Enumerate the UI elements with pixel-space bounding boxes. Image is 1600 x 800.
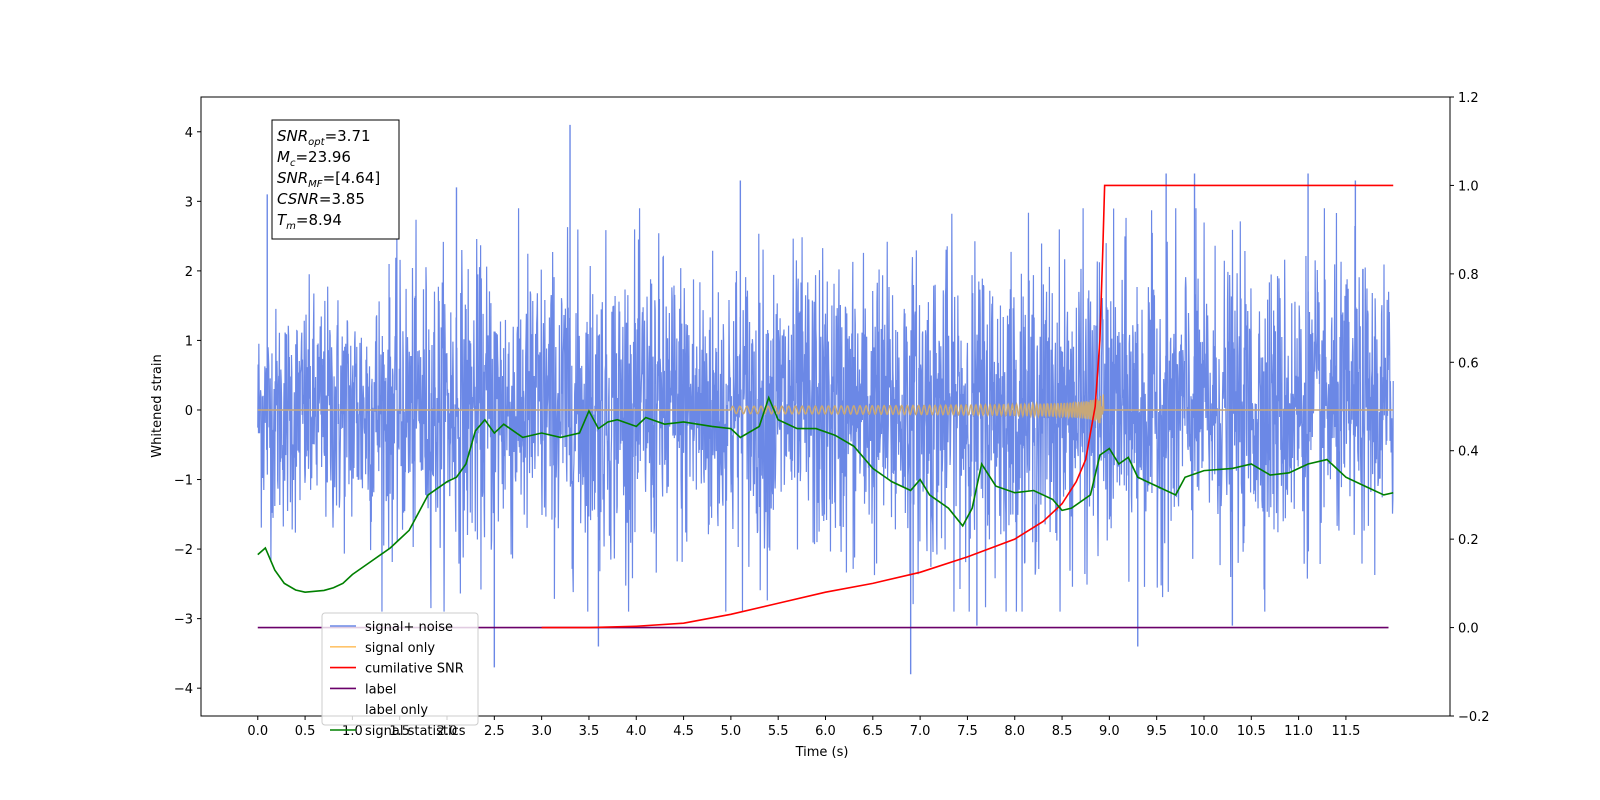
x-tick-label: 4.5 [673,724,694,739]
x-axis-ticks: 0.0 0.5 1.0 1.5 2.0 2.5 3.0 3.5 4.0 4.5 5.0 5.5 6.0 6… [247,716,1360,739]
left-y-tick-label: −2 [174,543,193,558]
noise-series [257,124,1394,675]
left-y-tick-label: −3 [174,613,193,628]
legend-entry-label: signal statistics [365,724,466,739]
right-y-tick-label: 0.8 [1458,268,1479,283]
x-tick-label: 8.5 [1052,724,1073,739]
left-y-tick-label: 4 [185,126,193,141]
x-tick-label: 7.0 [910,724,931,739]
x-tick-label: 10.5 [1237,724,1266,739]
left-y-tick-label: 1 [185,334,193,349]
left-y-tick-label: −1 [174,474,193,489]
right-y-tick-label: −0.2 [1458,710,1490,725]
right-y-tick-label: 1.0 [1458,179,1479,194]
x-tick-label: 1.0 [342,724,363,739]
legend-entry-label: signal only [365,641,435,656]
annotation-line: Mc=23.96 [277,148,351,169]
x-tick-label: 0.0 [247,724,268,739]
legend-entry-label: label [365,682,396,697]
y-axis-label: Whitened strain [150,354,165,457]
x-tick-label: 9.5 [1146,724,1167,739]
x-tick-label: 7.5 [957,724,978,739]
x-tick-label: 2.0 [437,724,458,739]
x-tick-label: 5.5 [768,724,789,739]
x-tick-label: 8.0 [1004,724,1025,739]
annotation-box: SNRopt=3.71Mc=23.96SNRMF=[4.64]CSNR=3.85… [271,119,400,240]
right-y-tick-label: 0.0 [1458,622,1479,637]
x-axis-label: Time (s) [795,745,849,760]
x-tick-label: 9.0 [1099,724,1120,739]
annotation-line: SNRopt=3.71 [277,127,371,148]
right-y-axis-ticks: 1.2 1.0 0.8 0.6 0.4 0.2 0.0 −0.2 [1450,91,1490,725]
x-tick-label: 6.5 [862,724,883,739]
x-tick-label: 6.0 [815,724,836,739]
signal-only-series [257,394,1394,424]
x-tick-label: 0.5 [295,724,316,739]
series-signal-statistics-line [257,395,1394,594]
left-y-tick-label: −4 [174,682,193,697]
right-y-tick-label: 0.2 [1458,533,1479,548]
x-tick-label: 2.5 [484,724,505,739]
annotation-line: CSNR=3.85 [277,190,365,208]
legend-entry-label: cumilative SNR [365,662,464,677]
legend-entry-label: signal+ noise [365,620,453,635]
annotation-line: Tm=8.94 [277,211,342,232]
x-tick-label: 3.0 [531,724,552,739]
x-tick-label: 3.5 [579,724,600,739]
x-tick-label: 4.0 [626,724,647,739]
series-signal-noise-line [257,208,1394,612]
series-signal-only-line [257,394,1394,424]
annotation-line: SNRMF=[4.64] [277,169,380,190]
right-y-tick-label: 1.2 [1458,91,1479,106]
x-tick-label: 11.5 [1331,724,1360,739]
x-tick-label: 11.0 [1284,724,1313,739]
series-cumilative-snr-line [541,184,1394,629]
right-y-tick-label: 0.4 [1458,445,1479,460]
left-y-tick-label: 0 [185,404,193,419]
annotation-frame [271,119,400,240]
left-y-tick-label: 2 [185,265,193,280]
x-tick-label: 10.0 [1190,724,1219,739]
left-y-tick-label: 3 [185,195,193,210]
left-y-axis-ticks: 4 3 2 1 0 −1 −2 −3 −4 [174,126,201,697]
legend-entry-label: label only [365,703,428,718]
x-tick-label: 1.5 [389,724,410,739]
legend: signal+ noise signal only cumilative SNR la… [321,612,479,739]
plot-area [257,124,1394,675]
right-y-tick-label: 0.6 [1458,356,1479,371]
legend-frame [321,612,479,726]
x-tick-label: 5.0 [721,724,742,739]
